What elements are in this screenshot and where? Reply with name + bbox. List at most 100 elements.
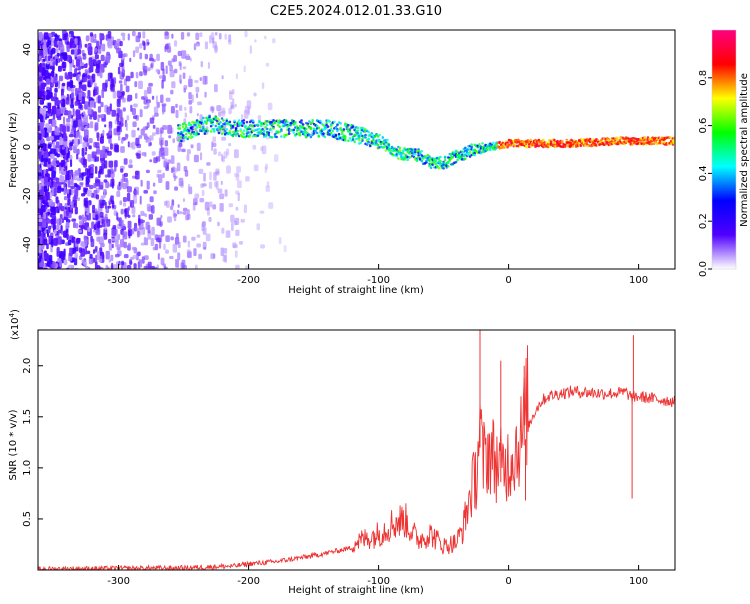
heatmap-cell (443, 156, 447, 159)
heatmap-cell (100, 114, 105, 119)
heatmap-cell (239, 130, 242, 133)
heatmap-cell (298, 128, 302, 131)
heatmap-cell (99, 266, 102, 269)
heatmap-cell (60, 52, 65, 56)
heatmap-cell (88, 256, 94, 265)
heatmap-cell (164, 140, 168, 147)
heatmap-cell (238, 241, 243, 245)
heatmap-cell (256, 223, 260, 231)
heatmap-cell (56, 223, 60, 231)
heatmap-cell (73, 120, 78, 128)
heatmap-cell (132, 214, 136, 218)
y-tick-label: 0.5 (22, 511, 33, 527)
heatmap-cell (275, 135, 278, 139)
heatmap-cell (155, 95, 158, 104)
heatmap-cell (372, 138, 375, 142)
heatmap-cell (55, 58, 58, 66)
heatmap-cell (415, 158, 419, 161)
heatmap-cell (197, 132, 200, 136)
heatmap-cell (74, 101, 79, 106)
heatmap-cell (105, 54, 111, 64)
chart-title: C2E5.2024.012.01.33.G10 (270, 4, 442, 19)
heatmap-cell (182, 66, 187, 70)
heatmap-cell (101, 219, 106, 228)
heatmap-cell (71, 236, 76, 244)
heatmap-cell (60, 175, 65, 183)
heatmap-cell (203, 132, 207, 135)
heatmap-cell (152, 132, 156, 136)
heatmap-cell (322, 132, 325, 135)
heatmap-cell (196, 243, 201, 248)
heatmap-cell (92, 59, 97, 67)
heatmap-cell (387, 143, 391, 146)
heatmap-cell (96, 251, 101, 260)
heatmap-cell (93, 89, 96, 97)
heatmap-cell (212, 41, 217, 49)
heatmap-cell (231, 222, 234, 231)
heatmap-cell (62, 32, 67, 41)
heatmap-cell (163, 160, 167, 168)
heatmap-cell (182, 198, 185, 202)
heatmap-cell (135, 93, 138, 99)
heatmap-cell (228, 34, 232, 43)
heatmap-cell (48, 235, 51, 244)
heatmap-cell (117, 185, 121, 191)
heatmap-cell (100, 243, 105, 248)
heatmap-cell (160, 214, 163, 219)
heatmap-cell (121, 261, 125, 266)
heatmap-cell (560, 141, 564, 144)
heatmap-cell (40, 115, 44, 123)
heatmap-cell (63, 258, 68, 265)
heatmap-cell (89, 32, 94, 37)
heatmap-cell (155, 68, 160, 73)
heatmap-cell (202, 75, 207, 85)
heatmap-cell (478, 149, 481, 152)
heatmap-cell (68, 134, 74, 138)
heatmap-cell (100, 149, 104, 157)
spectrogram-frame (37, 29, 676, 270)
heatmap-cell (145, 221, 150, 230)
heatmap-cell (128, 164, 133, 169)
snr-y-label: SNR (10 * v/v) (8, 409, 19, 480)
heatmap-cell (131, 129, 136, 138)
heatmap-cell (228, 203, 234, 208)
heatmap-cell (149, 117, 155, 124)
heatmap-cell (220, 117, 224, 120)
x-tick-label: 100 (629, 275, 648, 286)
heatmap-cell (120, 265, 123, 269)
heatmap-cell (73, 64, 76, 68)
y-tick-label: 1.5 (22, 409, 33, 425)
heatmap-cell (79, 220, 83, 226)
heatmap-cell (41, 171, 45, 180)
heatmap-cell (65, 223, 70, 229)
heatmap-cell (309, 135, 313, 139)
spectrogram-x-label: Height of straight line (km) (288, 285, 424, 296)
heatmap-cell (164, 31, 169, 36)
heatmap-cell (205, 233, 211, 242)
heatmap-cell (57, 266, 60, 269)
heatmap-cell (69, 154, 73, 160)
heatmap-cell (212, 204, 217, 210)
heatmap-cell (359, 141, 363, 144)
heatmap-cell (51, 68, 55, 78)
heatmap-cell (57, 41, 63, 48)
heatmap-cell (170, 106, 175, 114)
heatmap-cell (198, 124, 202, 128)
heatmap-cell (242, 129, 246, 132)
heatmap-cell (278, 237, 282, 245)
heatmap-cell (43, 58, 46, 62)
heatmap-cell (240, 218, 245, 223)
heatmap-cell (330, 125, 333, 128)
heatmap-cell (123, 241, 127, 249)
heatmap-cell (216, 117, 219, 120)
heatmap-cell (225, 128, 228, 131)
heatmap-cell (74, 170, 80, 176)
heatmap-cell (112, 225, 117, 230)
heatmap-cell (161, 79, 164, 89)
heatmap-cell (165, 181, 170, 190)
heatmap-cell (51, 96, 56, 102)
heatmap-cell (60, 187, 64, 192)
heatmap-cell (126, 186, 132, 193)
heatmap-cell (61, 146, 65, 150)
heatmap-cell (142, 31, 146, 39)
